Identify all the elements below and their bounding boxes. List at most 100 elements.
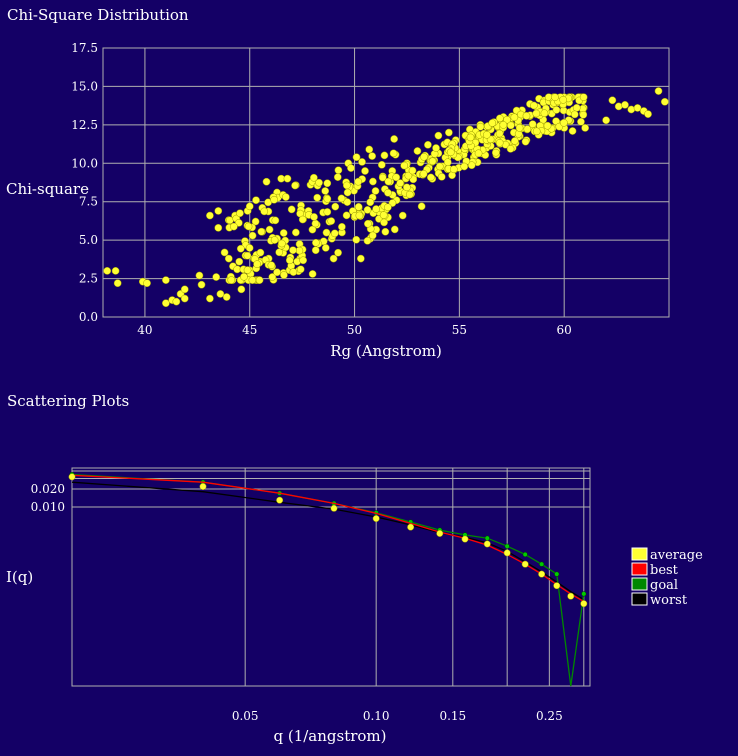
scattering-point-average [372,515,380,522]
chi-point [474,149,483,158]
chi-point [285,256,294,265]
chi-y-tick-label: 2.5 [79,272,98,286]
scattering-section-title: Scattering Plots [7,392,130,410]
chi-point [216,290,225,298]
chi-point [528,120,537,128]
chi-point [608,96,617,105]
chi-point [633,104,642,112]
chi-point [530,101,538,110]
legend-swatch-worst [631,592,648,606]
chi-point [206,211,214,220]
chi-point [543,121,552,130]
chi-point [331,202,340,211]
chi-x-tick-label: 50 [347,323,362,337]
scattering-point-average [538,570,546,578]
chi-point [287,205,296,214]
chi-point [435,162,444,171]
chi-point [384,177,393,186]
chi-point [579,93,588,102]
chi-y-tick-label: 10.0 [71,156,98,170]
chi-point [577,117,585,126]
chi-point [510,137,519,145]
scattering-point-goal [484,535,490,541]
chi-y-axis-label: Chi-square [6,180,89,198]
chi-point [289,246,297,255]
scattering-point-average [567,592,575,600]
scattering-y-tick-label: 0.010 [31,500,65,514]
chi-point [403,183,411,192]
chi-point [449,165,458,174]
legend-swatch-average [631,547,648,561]
chi-point [381,227,390,236]
chi-point [506,145,515,153]
chi-point [224,254,233,263]
chi-point [334,248,342,257]
chi-point [380,151,389,160]
scattering-point-average [436,530,444,537]
scattering-point-average [276,496,284,504]
chi-point [354,203,363,211]
chi-point [296,265,305,274]
chi-point [334,166,343,175]
legend-label-goal: goal [650,578,678,593]
chi-point [337,194,346,203]
legend-label-best: best [650,563,679,578]
chi-x-axis-label: Rg (Angstrom) [330,342,442,360]
chi-point [322,228,331,237]
chi-point [355,211,364,220]
scattering-point-average [68,473,76,481]
chi-point [342,181,351,190]
scattering-x-ticks: 0.05 0.10 0.15 0.25 [232,709,563,723]
scattering-y-ticks: 0.020 0.010 [31,482,65,514]
chi-point [327,217,336,225]
chi-point [368,231,377,240]
chi-point [437,172,446,181]
chi-point [515,124,524,132]
scattering-point-average [521,560,529,568]
scattering-point-average [483,540,491,548]
chi-point [330,229,339,238]
chi-x-ticks: 40 45 50 55 60 [137,323,572,337]
chi-point [559,95,568,104]
chi-point [491,148,500,157]
chi-point [237,285,246,294]
chi-point [206,294,214,303]
chi-point [227,276,236,284]
chi-point [443,158,452,167]
chi-point [560,118,568,127]
chi-point [568,127,577,135]
chi-point [195,271,204,280]
chi-point [257,227,266,236]
chi-point [445,128,453,137]
scattering-x-tick-label: 0.10 [363,709,390,723]
chi-point [180,294,189,303]
chi-y-tick-label: 7.5 [79,195,98,209]
chi-point [347,164,355,172]
chi-point [162,276,170,284]
chi-y-tick-label: 17.5 [71,41,98,55]
chi-point [495,129,504,138]
chi-x-tick-label: 45 [242,323,257,337]
chi-point [271,216,280,225]
chi-point [352,153,361,162]
chi-y-tick-label: 5.0 [79,233,98,247]
chi-y-tick-label: 15.0 [71,79,98,93]
chi-point [363,206,372,214]
scattering-point-average [461,535,469,543]
chi-point [343,198,352,206]
scattering-point-average [330,504,338,512]
chi-point [532,109,541,118]
chi-point [384,203,392,212]
chi-point [279,229,288,237]
chi-point [400,161,409,170]
chi-point [214,223,223,232]
chi-point [354,177,363,186]
chi-point [283,174,292,183]
chi-point [265,225,274,234]
chi-x-tick-label: 55 [452,323,467,337]
chi-point [103,267,112,275]
chi-point [323,208,332,216]
chi-point [282,193,290,201]
chi-point [315,178,323,187]
